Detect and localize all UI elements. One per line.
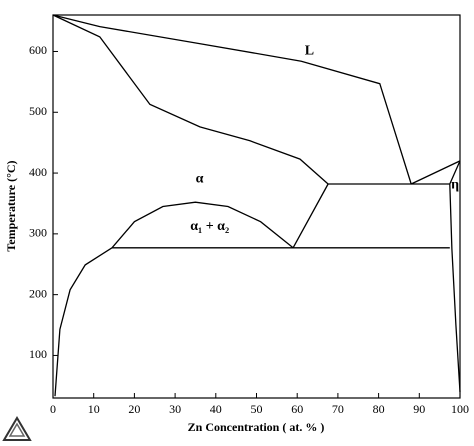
- x-tick-label: 70: [332, 402, 344, 416]
- region-label: α₁ + α₂: [190, 219, 229, 234]
- x-tick-label: 40: [210, 402, 222, 416]
- x-tick-label: 60: [291, 402, 303, 416]
- region-label: η: [451, 177, 459, 192]
- x-tick-label: 0: [50, 402, 56, 416]
- phase-boundary: [52, 14, 329, 185]
- phase-boundary: [52, 14, 412, 185]
- x-tick-label: 20: [128, 402, 140, 416]
- x-tick-label: 90: [413, 402, 425, 416]
- x-tick-label: 80: [373, 402, 385, 416]
- y-tick-label: 100: [29, 347, 47, 361]
- y-tick-label: 500: [29, 104, 47, 118]
- phase-boundary: [449, 160, 461, 392]
- y-axis-title: Temperature (°C): [4, 160, 18, 251]
- y-tick-label: 600: [29, 43, 47, 57]
- x-tick-label: 50: [251, 402, 263, 416]
- x-tick-label: 10: [88, 402, 100, 416]
- y-tick-label: 300: [29, 226, 47, 240]
- phase-boundary: [111, 201, 294, 249]
- logo: [2, 416, 32, 441]
- phase-boundary: [54, 247, 113, 397]
- y-tick-label: 400: [29, 165, 47, 179]
- y-tick-label: 200: [29, 286, 47, 300]
- x-axis-title: Zn Concentration ( at. % ): [188, 420, 325, 434]
- region-label: L: [305, 44, 314, 59]
- phase-boundary: [410, 160, 461, 185]
- x-tick-label: 100: [451, 402, 469, 416]
- plot-frame: [52, 14, 461, 399]
- x-tick-label: 30: [169, 402, 181, 416]
- region-label: α: [196, 171, 204, 186]
- phase-boundary: [292, 183, 329, 249]
